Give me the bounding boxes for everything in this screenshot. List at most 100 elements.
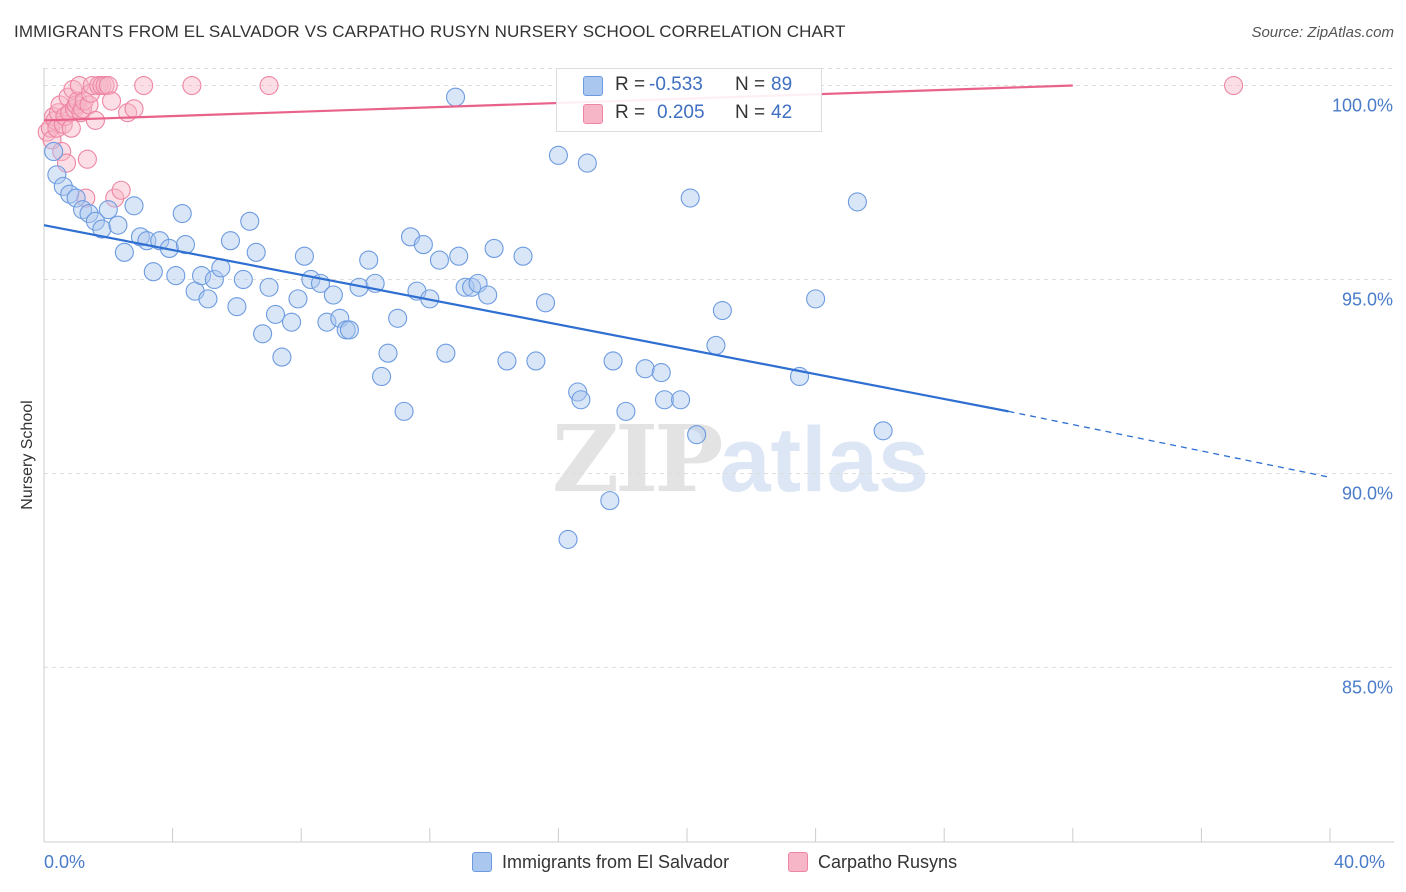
blue-data-point [687,425,707,445]
blue-data-point [92,219,112,239]
blue-data-point [172,203,192,224]
blue-data-point [220,231,241,251]
x-tick-label-max: 40.0% [1334,852,1386,872]
blue-data-point [671,390,691,410]
blue-data-point [680,188,700,208]
blue-data-point [372,366,392,387]
blue-data-point [478,285,498,305]
blue-data-point [282,312,302,332]
blue-data-point [497,351,517,371]
blue-data-point [85,211,105,231]
blue-data-point [429,250,449,270]
blue-data-point [114,242,134,262]
pink-points-layer [37,75,1244,208]
blue-data-point [873,421,893,441]
blue-data-point [259,277,279,297]
legend-n-label: N = [735,102,766,123]
legend-n-value: 42 [771,102,793,123]
chart-title: IMMIGRANTS FROM EL SALVADOR VS CARPATHO … [14,22,846,41]
blue-data-point [600,491,620,511]
blue-data-point [53,176,73,196]
legend-r-label: R = [615,74,646,95]
pink-data-point [77,149,97,169]
pink-data-point [1224,75,1244,96]
x-tick-label-min: 0.0% [44,852,86,872]
legend-n-label: N = [735,74,766,95]
pink-data-point [105,188,125,208]
pink-data-point [259,75,279,96]
legend-swatch-pink [583,104,603,124]
blue-data-point [635,359,655,379]
blue-data-point [272,347,292,367]
legend-r-label: R = [615,102,646,123]
blue-data-point [513,246,533,266]
blue-data-point [847,192,867,212]
pink-data-point [76,188,96,208]
series-swatch-pink [788,852,808,872]
y-tick-label: 85.0% [1342,677,1393,697]
y-tick-label: 95.0% [1342,289,1393,309]
blue-data-point [449,246,469,266]
blue-data-point [143,262,163,282]
blue-data-point [317,312,337,332]
blue-data-point [166,266,186,286]
blue-data-point [288,289,308,309]
blue-data-point [603,351,623,371]
blue-data-point [455,277,475,297]
pink-data-point [85,110,105,130]
blue-data-point [806,289,826,309]
blue-data-point [654,390,675,410]
source-label: Source: ZipAtlas.com [1251,24,1394,41]
blue-data-point [558,529,578,549]
blue-data-point [204,269,224,290]
blue-data-point [79,203,99,224]
blue-data-point [198,289,218,309]
blue-data-point [124,196,144,216]
blue-data-point [98,200,118,220]
blue-data-point [577,153,597,173]
blue-data-point [484,238,504,259]
blue-data-point [191,266,212,286]
pink-data-point [124,99,144,119]
legend-n-value: 89 [771,74,793,95]
series-legend-label: Carpatho Rusyns [818,852,958,872]
blue-data-point [568,382,588,402]
pink-data-point [134,75,154,96]
blue-data-point [227,297,247,317]
blue-data-point [339,320,359,340]
pink-data-point [101,91,122,111]
blue-data-point [388,308,408,328]
blue-data-point [436,343,456,363]
blue-data-point [47,165,67,185]
blue-data-point [571,390,591,410]
blue-data-point [413,235,433,255]
blue-data-point [323,285,343,305]
blue-data-point [253,324,273,344]
blue-trend-extension [1008,410,1331,478]
blue-data-point [240,211,260,231]
blue-points-layer [44,87,893,549]
blue-data-point [66,188,86,208]
y-tick-label: 100.0% [1332,96,1393,116]
blue-data-point [535,293,556,313]
blue-data-point [526,351,546,371]
correlation-legend: R = -0.533 N = 89 R = 0.205 N = 42 [556,68,822,132]
blue-data-point [548,145,568,165]
blue-data-point [44,141,64,162]
blue-data-point [359,250,379,270]
legend-r-value: 0.205 [657,102,705,123]
series-legend-label: Immigrants from El Salvador [502,852,730,872]
blue-data-point [616,401,636,421]
blue-data-point [150,231,170,251]
y-tick-label: 90.0% [1342,483,1393,503]
grid-layer [44,68,1394,668]
blue-data-point [265,304,286,324]
axis-layer [43,68,1394,843]
blue-data-point [706,335,726,355]
pink-data-point [52,141,72,162]
y-tick-layer: 100.0% 95.0% 90.0% 85.0% [1332,96,1393,698]
pink-data-point [111,180,131,200]
legend-swatch-blue [583,76,603,96]
blue-trend-line [43,224,1009,413]
